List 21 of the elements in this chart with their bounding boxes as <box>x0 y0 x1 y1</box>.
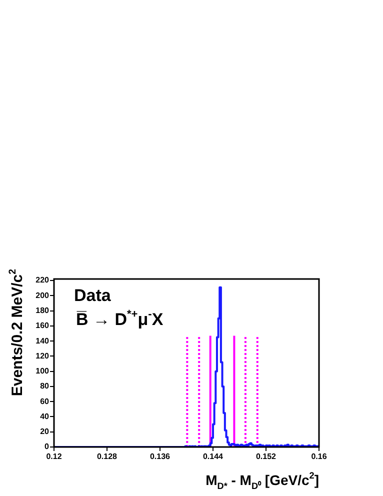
x-tick-label: 0.152 <box>256 452 277 462</box>
y-tick-label: 220 <box>36 276 50 285</box>
y-tick-label: 180 <box>36 306 50 315</box>
y-axis-title: Events/0.2 MeV/c2 <box>7 268 26 396</box>
y-tick-label: 20 <box>40 427 50 436</box>
x-tick-label: 0.136 <box>150 452 171 462</box>
x-tick-label: 0.16 <box>311 452 328 462</box>
y-tick-label: 80 <box>40 382 50 391</box>
y-tick-label: 160 <box>36 321 50 330</box>
x-tick-label: 0.144 <box>202 452 224 462</box>
y-tick-label: 200 <box>36 290 50 300</box>
y-tick-label: 140 <box>36 336 50 346</box>
y-tick-label: 120 <box>36 351 50 360</box>
y-tick-label: 0 <box>44 442 50 452</box>
x-tick-label: 0.128 <box>96 452 118 462</box>
y-tick-label: 100 <box>36 366 50 376</box>
y-tick-label: 60 <box>40 396 50 406</box>
annotation: Data <box>74 286 112 305</box>
x-tick-label: 0.12 <box>46 452 62 462</box>
y-tick-label: 40 <box>40 412 50 421</box>
annotation: B̅ → D*+μ-X <box>76 308 164 329</box>
